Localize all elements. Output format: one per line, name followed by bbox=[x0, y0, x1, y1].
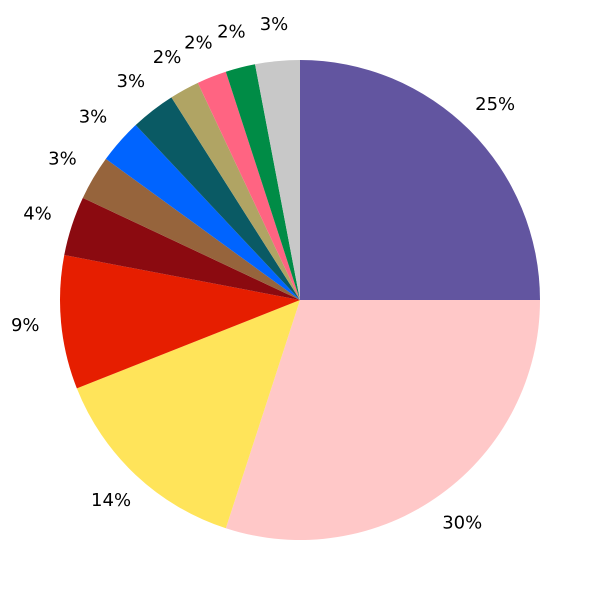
pie-slice bbox=[135, 97, 300, 300]
slice-label: 30% bbox=[442, 512, 482, 533]
slice-label: 2% bbox=[184, 32, 213, 53]
slice-label: 3% bbox=[260, 14, 289, 35]
pie-slice bbox=[255, 60, 300, 300]
slice-label: 3% bbox=[48, 149, 77, 170]
slice-label: 3% bbox=[117, 71, 146, 92]
pie-slice bbox=[76, 300, 301, 529]
pie-slice bbox=[59, 255, 300, 389]
pie-slice bbox=[225, 64, 300, 300]
pie-slice bbox=[197, 71, 300, 301]
pie-slice bbox=[105, 125, 300, 300]
pie-slice bbox=[225, 300, 540, 540]
slice-label: 14% bbox=[91, 490, 131, 511]
pie-slice bbox=[300, 60, 540, 300]
pie-slice bbox=[64, 197, 300, 300]
slice-label: 4% bbox=[23, 204, 52, 225]
slice-label: 2% bbox=[217, 22, 246, 43]
pie-slice bbox=[171, 82, 300, 300]
slice-label: 3% bbox=[79, 106, 108, 127]
slice-label: 25% bbox=[475, 94, 515, 115]
pie-slice bbox=[82, 158, 300, 300]
slice-label: 9% bbox=[11, 315, 40, 336]
slice-label: 2% bbox=[153, 47, 182, 68]
